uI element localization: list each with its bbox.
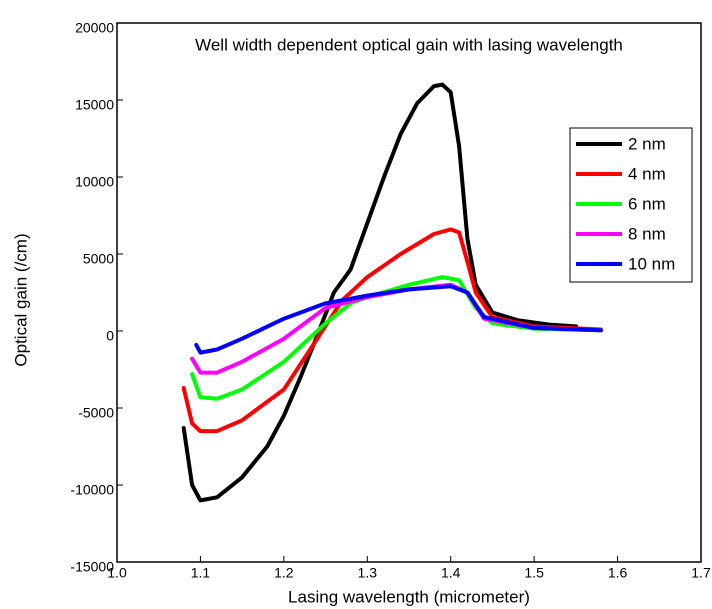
y-tick-label: 20000 xyxy=(75,20,114,36)
x-tick-label: 1.5 xyxy=(524,565,544,581)
x-tick-label: 1.3 xyxy=(358,565,378,581)
y-tick-label: 5000 xyxy=(83,251,114,267)
legend-label: 4 nm xyxy=(628,164,666,183)
y-axis-label: Optical gain (/cm) xyxy=(11,233,30,366)
series-line xyxy=(190,275,603,401)
legend-label: 6 nm xyxy=(628,194,666,213)
series-line xyxy=(181,82,578,503)
y-tick-label: 15000 xyxy=(75,97,114,113)
chart-title: Well width dependent optical gain with l… xyxy=(195,35,623,54)
series-line xyxy=(194,284,603,355)
legend-label: 8 nm xyxy=(628,224,666,243)
legend-label: 2 nm xyxy=(628,134,666,153)
x-axis-label: Lasing wavelength (micrometer) xyxy=(288,587,530,606)
y-tick-label: -15000 xyxy=(70,559,114,575)
y-tick-label: -5000 xyxy=(78,405,114,421)
y-tick-label: 10000 xyxy=(75,174,114,190)
plot-frame xyxy=(116,22,702,563)
legend-label: 10 nm xyxy=(628,254,675,273)
x-tick-label: 1.2 xyxy=(274,565,294,581)
y-tick-label: -10000 xyxy=(70,482,114,498)
series-line xyxy=(181,227,603,434)
x-tick-label: 1.4 xyxy=(441,565,461,581)
x-tick-label: 1.7 xyxy=(691,565,711,581)
x-tick-label: 1.6 xyxy=(608,565,628,581)
x-tick-label: 1.1 xyxy=(191,565,211,581)
x-tick-label: 1.0 xyxy=(107,565,127,581)
y-tick-label: 0 xyxy=(106,328,114,344)
